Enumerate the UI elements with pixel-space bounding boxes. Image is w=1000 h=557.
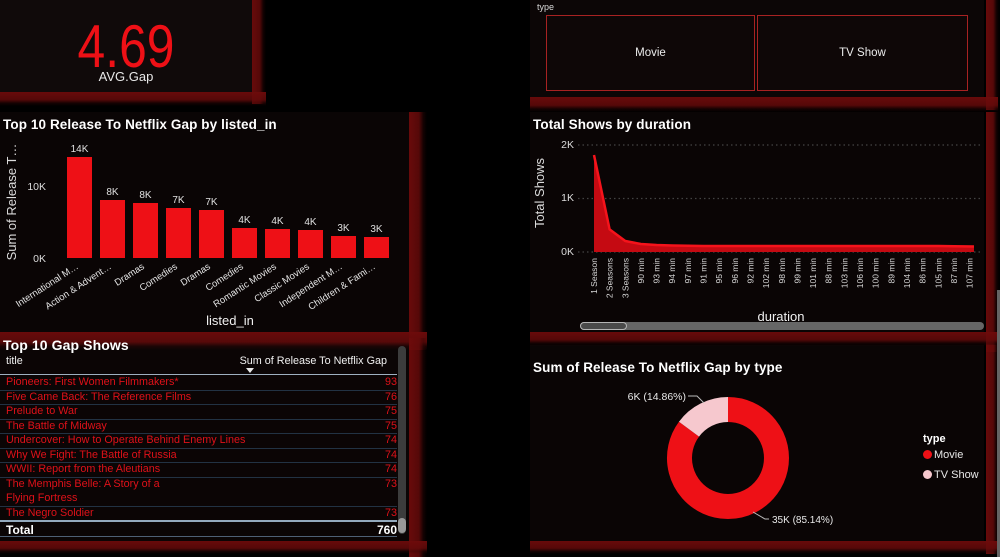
svg-text:105 min: 105 min xyxy=(933,258,943,289)
svg-text:2 Seasons: 2 Seasons xyxy=(605,258,615,298)
svg-text:90 min: 90 min xyxy=(636,258,646,284)
svg-text:89 min: 89 min xyxy=(886,258,896,284)
svg-text:Movie: Movie xyxy=(934,449,963,461)
svg-text:1K: 1K xyxy=(561,192,574,204)
svg-text:87 min: 87 min xyxy=(949,258,959,284)
svg-text:91 min: 91 min xyxy=(699,258,709,284)
svg-text:14K: 14K xyxy=(71,144,89,155)
svg-text:4K: 4K xyxy=(271,216,284,227)
svg-text:98 min: 98 min xyxy=(777,258,787,284)
svg-text:93 min: 93 min xyxy=(652,258,662,284)
svg-text:8K: 8K xyxy=(106,187,119,198)
svg-text:100 min: 100 min xyxy=(871,258,881,289)
svg-text:94 min: 94 min xyxy=(667,258,677,284)
svg-text:92 min: 92 min xyxy=(746,258,756,284)
svg-text:103 min: 103 min xyxy=(839,258,849,289)
svg-text:listed_in: listed_in xyxy=(206,313,254,328)
svg-text:88 min: 88 min xyxy=(824,258,834,284)
svg-text:Total Shows: Total Shows xyxy=(532,157,547,228)
svg-text:3K: 3K xyxy=(370,224,383,235)
svg-text:7K: 7K xyxy=(205,197,218,208)
svg-text:duration: duration xyxy=(758,309,805,324)
svg-text:96 min: 96 min xyxy=(730,258,740,284)
svg-text:95 min: 95 min xyxy=(714,258,724,284)
svg-text:3 Seasons: 3 Seasons xyxy=(620,258,630,298)
svg-text:97 min: 97 min xyxy=(683,258,693,284)
svg-text:1 Season: 1 Season xyxy=(589,258,599,294)
svg-text:102 min: 102 min xyxy=(761,258,771,289)
svg-text:0K: 0K xyxy=(33,253,46,265)
svg-text:4K: 4K xyxy=(238,215,251,226)
svg-text:type: type xyxy=(923,433,946,445)
svg-text:7K: 7K xyxy=(172,195,185,206)
svg-text:TV Show: TV Show xyxy=(934,469,979,481)
svg-text:4K: 4K xyxy=(304,217,317,228)
svg-text:104 min: 104 min xyxy=(902,258,912,289)
svg-text:3K: 3K xyxy=(337,223,350,234)
svg-text:2K: 2K xyxy=(561,139,574,151)
svg-text:101 min: 101 min xyxy=(808,258,818,289)
svg-text:0K: 0K xyxy=(561,246,574,258)
svg-text:6K (14.86%): 6K (14.86%) xyxy=(628,391,686,403)
svg-text:106 min: 106 min xyxy=(855,258,865,289)
svg-text:10K: 10K xyxy=(27,181,46,193)
svg-text:8K: 8K xyxy=(139,190,152,201)
svg-text:Sum of Release T…: Sum of Release T… xyxy=(4,144,19,261)
svg-text:107 min: 107 min xyxy=(965,258,975,289)
svg-text:99 min: 99 min xyxy=(792,258,802,284)
svg-text:35K (85.14%): 35K (85.14%) xyxy=(772,515,833,526)
svg-text:86 min: 86 min xyxy=(918,258,928,284)
